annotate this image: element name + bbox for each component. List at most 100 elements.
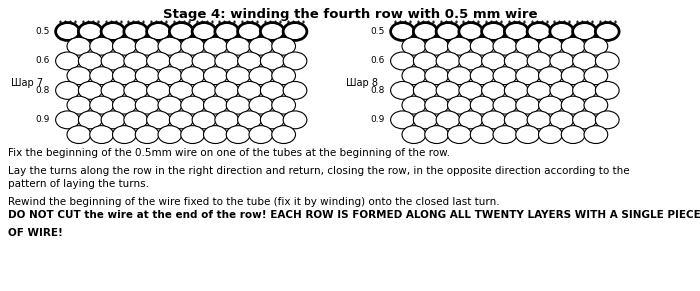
Ellipse shape (516, 37, 540, 55)
Ellipse shape (414, 52, 437, 70)
Ellipse shape (573, 81, 596, 99)
Ellipse shape (55, 81, 79, 99)
Text: 0.6: 0.6 (36, 56, 50, 65)
Text: Stage 4: winding the fourth row with 0.5 mm wire: Stage 4: winding the fourth row with 0.5… (162, 8, 538, 21)
Ellipse shape (538, 126, 562, 143)
Ellipse shape (272, 37, 295, 55)
Ellipse shape (113, 126, 136, 143)
Ellipse shape (124, 52, 148, 70)
Text: Шар 7: Шар 7 (11, 78, 43, 88)
Ellipse shape (158, 37, 182, 55)
Ellipse shape (249, 126, 273, 143)
Ellipse shape (283, 81, 307, 99)
Ellipse shape (249, 37, 273, 55)
Ellipse shape (272, 126, 295, 143)
Ellipse shape (573, 23, 596, 40)
Ellipse shape (391, 23, 414, 40)
Ellipse shape (272, 96, 295, 114)
Ellipse shape (101, 52, 125, 70)
Ellipse shape (78, 111, 102, 129)
Ellipse shape (493, 126, 517, 143)
Ellipse shape (425, 67, 449, 85)
Ellipse shape (101, 81, 125, 99)
Ellipse shape (124, 81, 148, 99)
Ellipse shape (447, 37, 471, 55)
Ellipse shape (237, 81, 261, 99)
Ellipse shape (55, 52, 79, 70)
Ellipse shape (447, 67, 471, 85)
Ellipse shape (596, 111, 619, 129)
Ellipse shape (135, 37, 159, 55)
Ellipse shape (215, 52, 239, 70)
Ellipse shape (414, 111, 437, 129)
Ellipse shape (459, 52, 482, 70)
Text: OF WIRE!: OF WIRE! (8, 228, 63, 238)
Ellipse shape (113, 67, 136, 85)
Ellipse shape (561, 67, 585, 85)
Ellipse shape (90, 67, 113, 85)
Ellipse shape (470, 37, 494, 55)
Ellipse shape (550, 52, 573, 70)
Ellipse shape (391, 81, 414, 99)
Ellipse shape (215, 81, 239, 99)
Ellipse shape (459, 23, 482, 40)
Ellipse shape (90, 126, 113, 143)
Ellipse shape (470, 96, 494, 114)
Ellipse shape (414, 81, 437, 99)
Ellipse shape (55, 111, 79, 129)
Ellipse shape (436, 111, 460, 129)
Ellipse shape (181, 126, 204, 143)
Ellipse shape (90, 37, 113, 55)
Text: 0.5: 0.5 (36, 27, 50, 36)
Ellipse shape (538, 37, 562, 55)
Ellipse shape (402, 126, 426, 143)
Ellipse shape (226, 96, 250, 114)
Ellipse shape (482, 52, 505, 70)
Ellipse shape (192, 81, 216, 99)
Ellipse shape (505, 52, 528, 70)
Ellipse shape (527, 23, 551, 40)
Ellipse shape (158, 126, 182, 143)
Ellipse shape (249, 96, 273, 114)
Ellipse shape (192, 23, 216, 40)
Ellipse shape (260, 81, 284, 99)
Ellipse shape (493, 67, 517, 85)
Ellipse shape (78, 81, 102, 99)
Ellipse shape (67, 96, 91, 114)
Text: 0.9: 0.9 (36, 115, 50, 124)
Ellipse shape (402, 37, 426, 55)
Ellipse shape (436, 81, 460, 99)
Ellipse shape (538, 96, 562, 114)
Text: 0.8: 0.8 (36, 86, 50, 95)
Text: 0.9: 0.9 (370, 115, 385, 124)
Ellipse shape (124, 111, 148, 129)
Ellipse shape (482, 81, 505, 99)
Ellipse shape (146, 23, 170, 40)
Ellipse shape (90, 96, 113, 114)
Ellipse shape (181, 67, 204, 85)
Ellipse shape (402, 67, 426, 85)
Ellipse shape (505, 81, 528, 99)
Ellipse shape (505, 111, 528, 129)
Ellipse shape (226, 67, 250, 85)
Ellipse shape (436, 52, 460, 70)
Text: Lay the turns along the row in the right direction and return, closing the row, : Lay the turns along the row in the right… (8, 166, 629, 176)
Ellipse shape (573, 111, 596, 129)
Text: Шар 8: Шар 8 (346, 78, 378, 88)
Ellipse shape (101, 23, 125, 40)
Ellipse shape (215, 111, 239, 129)
Ellipse shape (204, 67, 228, 85)
Ellipse shape (596, 81, 619, 99)
Ellipse shape (482, 111, 505, 129)
Ellipse shape (447, 96, 471, 114)
Ellipse shape (283, 23, 307, 40)
Ellipse shape (527, 52, 551, 70)
Ellipse shape (447, 126, 471, 143)
Ellipse shape (169, 52, 193, 70)
Ellipse shape (436, 23, 460, 40)
Ellipse shape (169, 111, 193, 129)
Ellipse shape (135, 67, 159, 85)
Text: 0.6: 0.6 (370, 56, 385, 65)
Ellipse shape (67, 37, 91, 55)
Ellipse shape (181, 37, 204, 55)
